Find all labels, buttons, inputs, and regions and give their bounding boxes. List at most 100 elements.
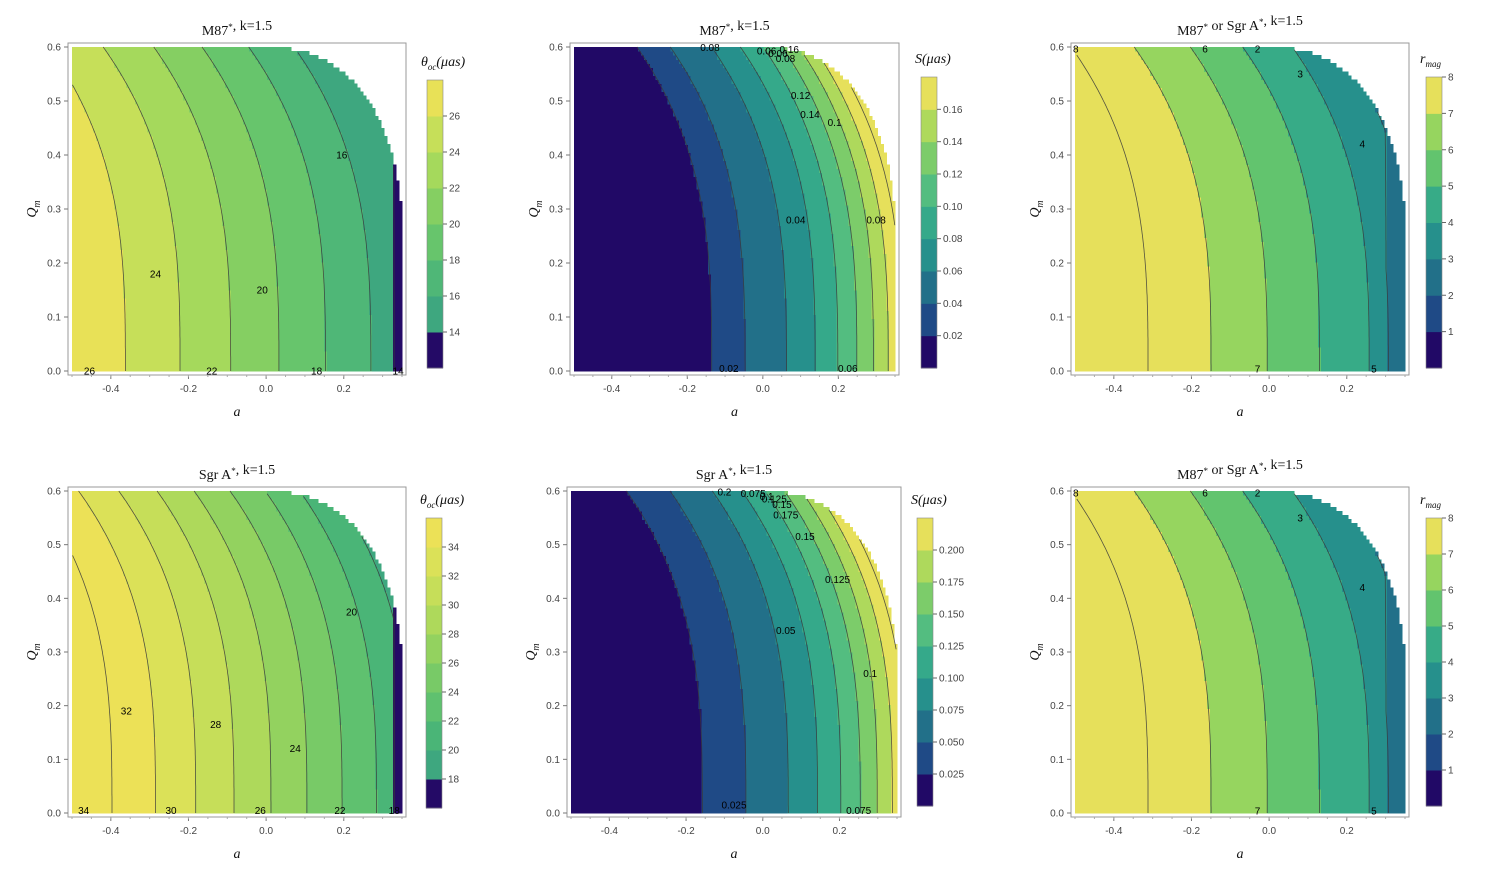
contour-label: 2 <box>1255 489 1261 500</box>
contour-label: 0.04 <box>786 215 806 226</box>
y-tick-label: 0.6 <box>1050 487 1064 498</box>
contour-fill <box>72 491 403 814</box>
y-tick-label: 0.1 <box>546 755 560 766</box>
colorbar-band <box>917 774 933 807</box>
contour-label: 4 <box>1360 583 1366 594</box>
colorbar-tick-label: 6 <box>1448 145 1454 156</box>
x-tick-label: -0.4 <box>603 384 621 395</box>
x-tick-label: -0.2 <box>180 384 198 395</box>
y-tick-label: 0.4 <box>1050 151 1064 162</box>
y-tick-label: 0.1 <box>47 755 61 766</box>
y-axis-label: Qm <box>25 643 43 660</box>
x-tick-label: 0.2 <box>1340 384 1354 395</box>
colorbar-band <box>1426 223 1442 260</box>
colorbar-band <box>1426 186 1442 223</box>
colorbar-tick-label: 24 <box>449 148 461 159</box>
y-tick-label: 0.6 <box>1050 43 1064 54</box>
colorbar-band <box>427 224 443 261</box>
colorbar-band <box>921 174 937 207</box>
chart-title-5: Sgr A*, k=1.5 <box>696 463 772 483</box>
colorbar-tick-label: 0.10 <box>943 202 963 213</box>
contour-label: 0.08 <box>866 215 886 226</box>
colorbar-band <box>426 750 442 780</box>
colorbar-tick-label: 0.100 <box>939 674 964 685</box>
x-tick-label: 0.2 <box>337 826 351 837</box>
colorbar-tick-label: 26 <box>449 112 461 123</box>
y-axis-label: Qm <box>1028 643 1046 660</box>
contour-label: 20 <box>346 607 358 618</box>
colorbar-tick-label: 0.050 <box>939 738 964 749</box>
x-axis-label: a <box>1237 847 1244 862</box>
y-tick-label: 0.2 <box>549 259 563 270</box>
x-axis-label: a <box>234 847 241 862</box>
y-tick-label: 0.1 <box>1050 313 1064 324</box>
y-axis-label: Qm <box>527 200 545 217</box>
colorbar-band <box>427 152 443 189</box>
contour-label: 34 <box>78 806 90 817</box>
colorbar-band <box>426 605 442 635</box>
contour-label: 8 <box>1073 489 1079 500</box>
colorbar-tick-label: 5 <box>1448 182 1454 193</box>
colorbar: 0.020.040.060.080.100.120.140.16S(μas) <box>915 52 963 369</box>
colorbar-title: rmag <box>1420 52 1441 69</box>
x-tick-label: 0.2 <box>833 826 847 837</box>
colorbar-band <box>426 721 442 751</box>
y-tick-label: 0.4 <box>47 151 61 162</box>
colorbar-band <box>917 550 933 583</box>
colorbar-band <box>426 518 442 548</box>
contour-label: 0.14 <box>800 110 820 121</box>
colorbar-tick-label: 0.200 <box>939 546 964 557</box>
y-tick-label: 0.5 <box>47 97 61 108</box>
y-tick-label: 0.6 <box>549 43 563 54</box>
colorbar-tick-label: 0.175 <box>939 578 964 589</box>
colorbar-tick-label: 6 <box>1448 586 1454 597</box>
figure-canvas: -0.4 -0.2 0.0 0.20.00.10.20.30.40.50.6aQmM8… <box>0 0 1495 882</box>
colorbar-tick-label: 3 <box>1448 694 1454 705</box>
colorbar-band <box>921 109 937 142</box>
contour-label: 7 <box>1255 806 1261 817</box>
colorbar-tick-label: 0.08 <box>943 234 963 245</box>
contour-label: 4 <box>1360 140 1366 151</box>
colorbar-band <box>1426 698 1442 735</box>
y-tick-label: 0.5 <box>1050 540 1064 551</box>
y-tick-label: 0.4 <box>47 594 61 605</box>
contour-label: 0.12 <box>791 91 811 102</box>
colorbar-band <box>427 116 443 153</box>
colorbar-tick-label: 8 <box>1448 73 1454 84</box>
x-axis-label: a <box>731 405 738 420</box>
y-tick-label: 0.1 <box>549 313 563 324</box>
colorbar-tick-label: 0.16 <box>943 105 963 116</box>
contour-fill <box>1075 491 1406 814</box>
colorbar-band <box>426 692 442 722</box>
y-axis-label: Qm <box>1028 200 1046 217</box>
x-axis-label: a <box>731 847 738 862</box>
contour-label: 24 <box>150 269 162 280</box>
contour-label: 26 <box>255 806 267 817</box>
y-tick-label: 0.5 <box>549 97 563 108</box>
contour-label: 26 <box>84 367 96 378</box>
x-tick-label: 0.0 <box>1262 384 1276 395</box>
contour-label: 24 <box>290 744 302 755</box>
contour-label: 0.08 <box>700 43 720 54</box>
colorbar-band <box>921 142 937 175</box>
contour-fill <box>1075 47 1406 372</box>
colorbar-tick-label: 34 <box>448 543 460 554</box>
colorbar-tick-label: 0.06 <box>943 267 963 278</box>
chart-panel-1: -0.4 -0.2 0.0 0.20.00.10.20.30.40.50.6aQmM8… <box>25 19 466 420</box>
x-tick-label: -0.4 <box>102 826 120 837</box>
colorbar-tick-label: 22 <box>449 184 461 195</box>
colorbar-band <box>1426 734 1442 771</box>
contour-label: 0.06 <box>838 364 858 375</box>
y-tick-label: 0.0 <box>1050 367 1064 378</box>
colorbar-band <box>1426 295 1442 332</box>
colorbar-tick-label: 32 <box>448 572 460 583</box>
colorbar-tick-label: 22 <box>448 717 460 728</box>
y-tick-label: 0.4 <box>546 594 560 605</box>
colorbar-band <box>921 77 937 110</box>
contour-label: 22 <box>334 806 346 817</box>
contour-label: 5 <box>1371 806 1377 817</box>
colorbar-band <box>426 663 442 693</box>
y-tick-label: 0.0 <box>549 367 563 378</box>
y-tick-label: 0.2 <box>47 701 61 712</box>
